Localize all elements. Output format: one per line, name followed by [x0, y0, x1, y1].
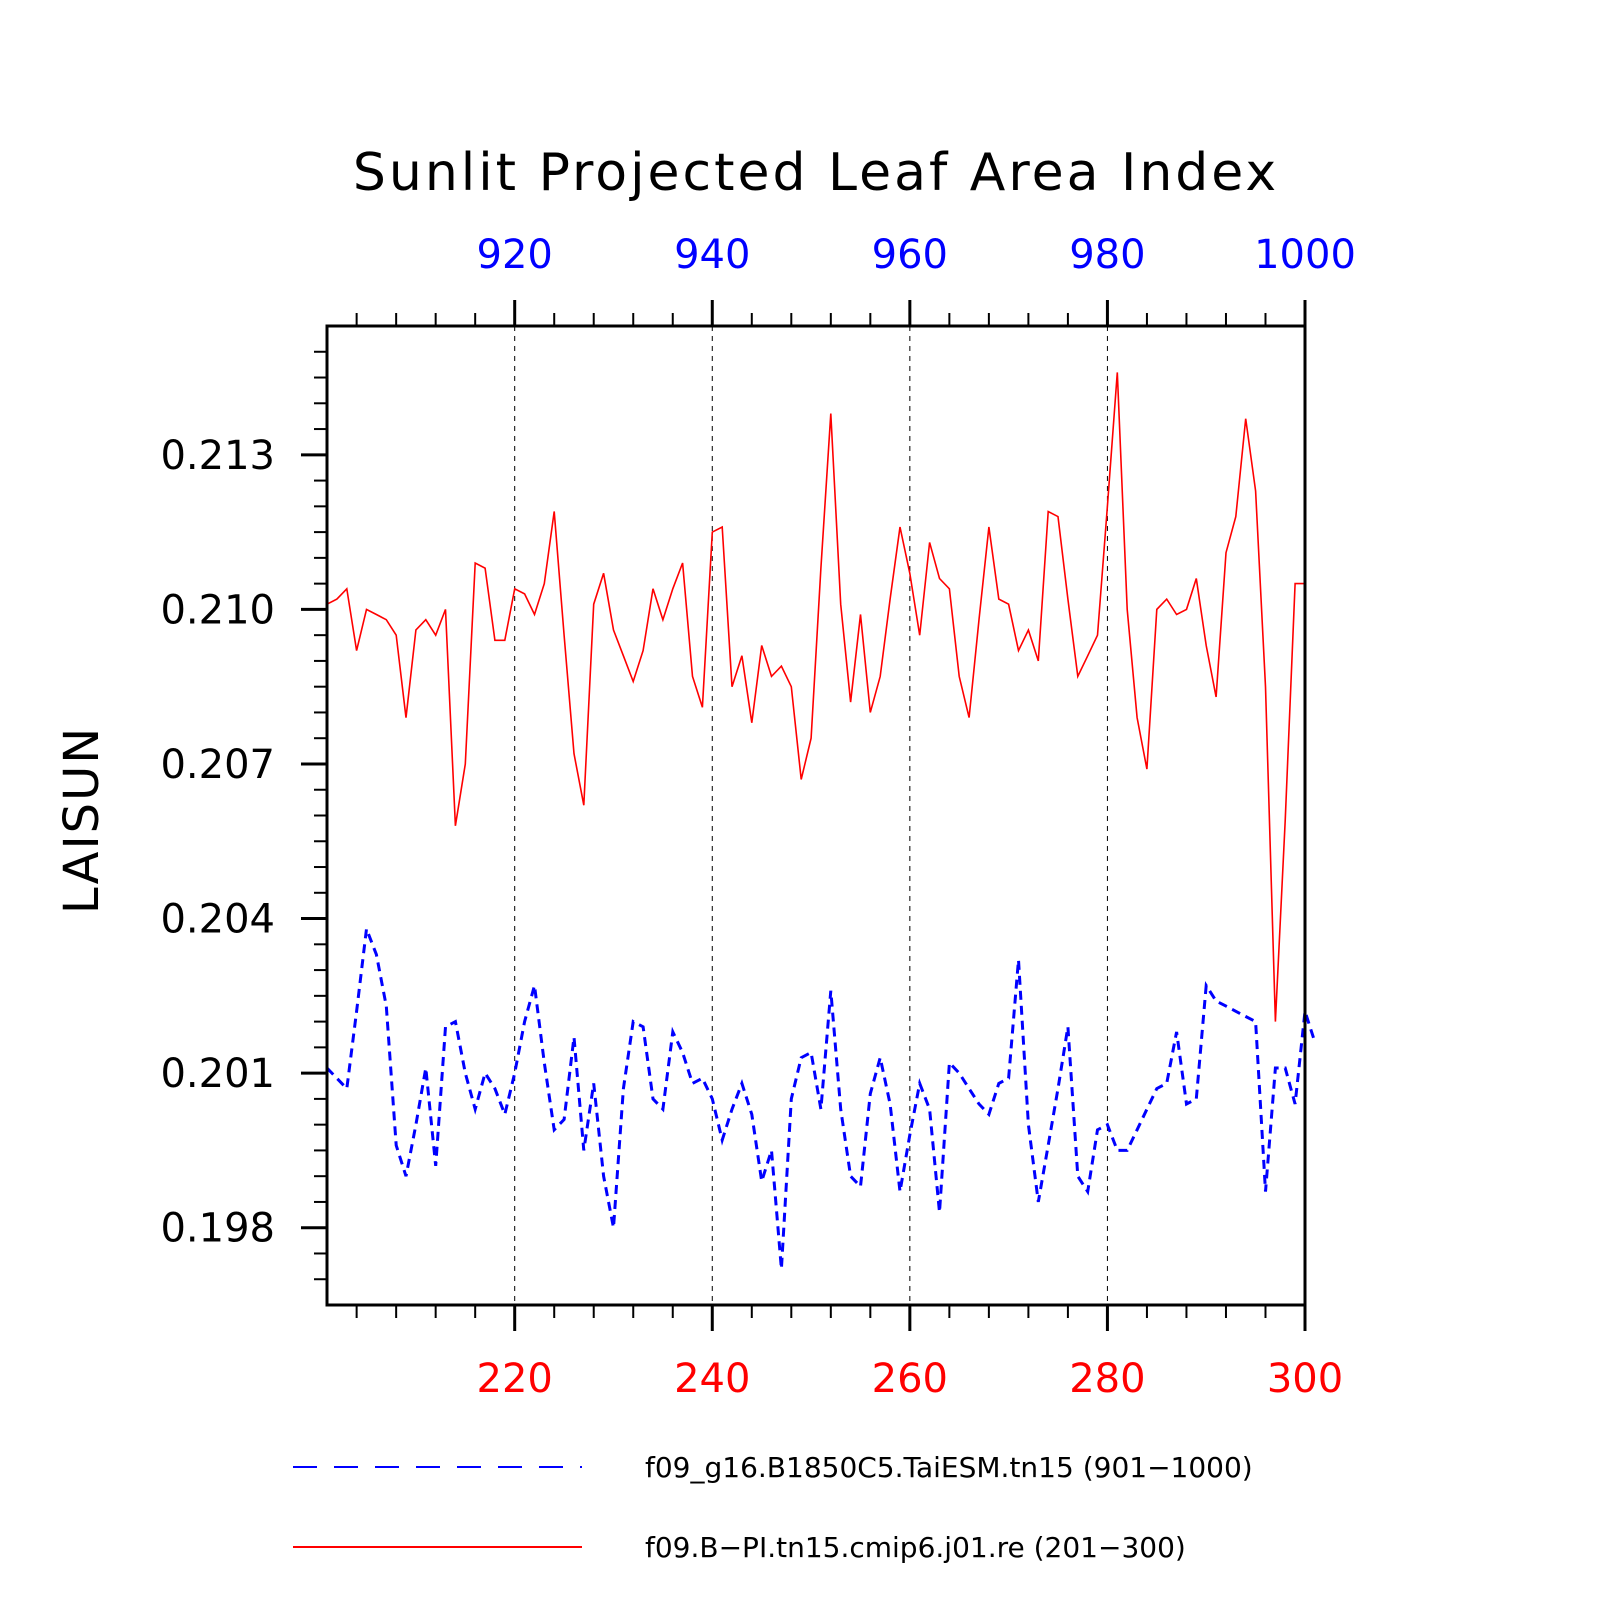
series-layer — [325, 372, 1317, 1270]
bottom-x-tick-label: 260 — [872, 1356, 948, 1402]
top-x-tick-label: 980 — [1069, 232, 1145, 278]
top-x-tick-label: 1000 — [1254, 232, 1356, 278]
bottom-x-tick-label: 300 — [1267, 1356, 1343, 1402]
top-x-tick-label: 920 — [477, 232, 553, 278]
y-tick-label: 0.213 — [160, 433, 275, 479]
y-tick-label: 0.198 — [160, 1206, 275, 1252]
series-line-cmip6 — [326, 372, 1305, 1022]
y-axis-label: LAISUN — [54, 726, 110, 914]
bottom-x-tick-label: 240 — [674, 1356, 750, 1402]
legend-label-taiesm: f09_g16.B1850C5.TaiESM.tn15 (901−1000) — [645, 1451, 1253, 1484]
bottom-x-tick-labels: 220 240 260 280 300 — [477, 1356, 1344, 1402]
y-tick-labels: 0.213 0.210 0.207 0.204 0.201 0.198 — [160, 433, 275, 1252]
bottom-x-tick-label: 280 — [1069, 1356, 1145, 1402]
plot-frame — [325, 324, 1307, 1307]
y-tick-label: 0.207 — [160, 742, 275, 788]
legend: f09_g16.B1850C5.TaiESM.tn15 (901−1000) f… — [293, 1451, 1253, 1564]
chart-title: Sunlit Projected Leaf Area Index — [353, 143, 1279, 203]
y-tick-label: 0.210 — [160, 587, 275, 633]
axis-ticks — [301, 300, 1307, 1331]
y-tick-label: 0.201 — [160, 1051, 275, 1097]
bottom-x-tick-label: 220 — [477, 1356, 553, 1402]
top-x-tick-label: 960 — [872, 232, 948, 278]
series-line-taiesm — [325, 928, 1317, 1270]
legend-label-cmip6: f09.B−PI.tn15.cmip6.j01.re (201−300) — [645, 1531, 1186, 1564]
top-x-tick-labels: 920 940 960 980 1000 — [477, 232, 1356, 278]
y-tick-label: 0.204 — [160, 897, 275, 943]
vertical-gridlines — [514, 326, 1108, 1305]
top-x-tick-label: 940 — [674, 232, 750, 278]
